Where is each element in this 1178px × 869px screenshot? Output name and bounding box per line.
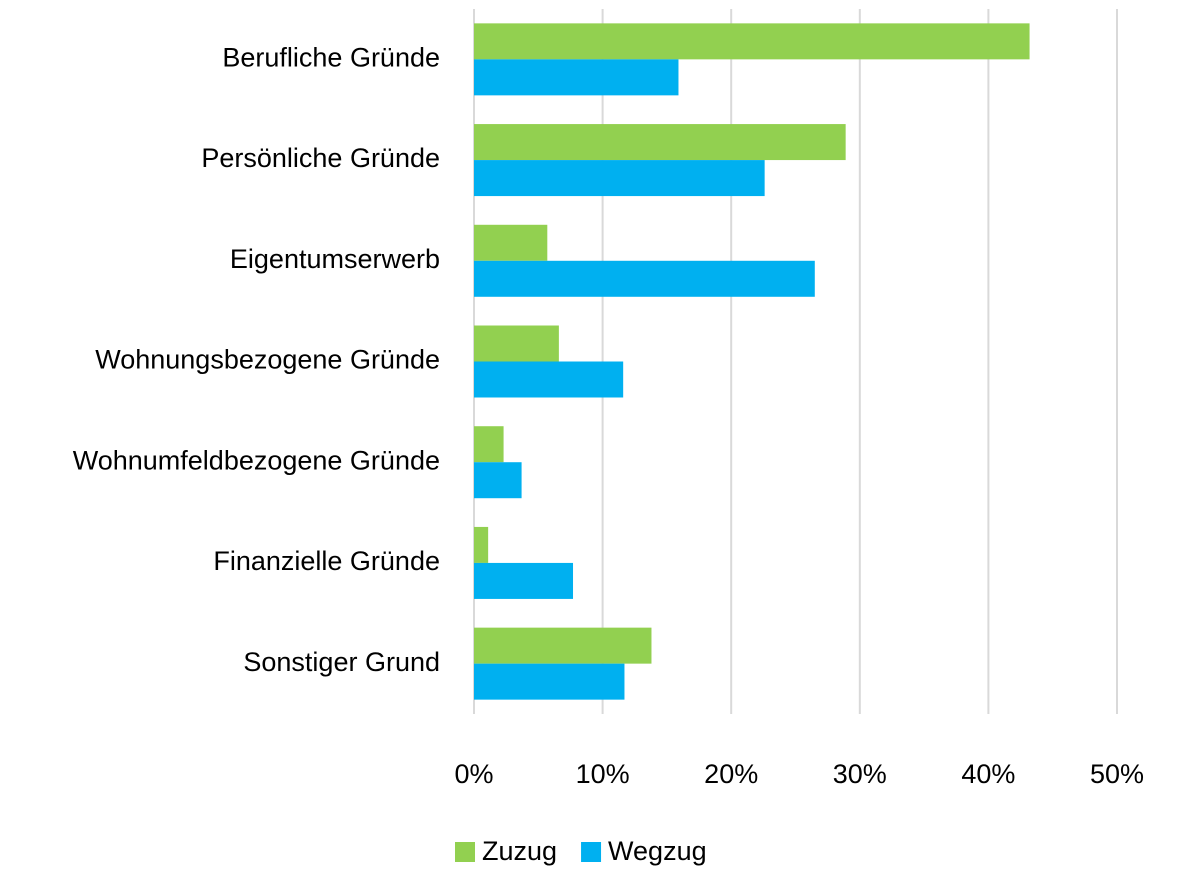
bar (474, 663, 625, 700)
y-tick-label: Sonstiger Grund (243, 647, 440, 677)
bar (474, 124, 846, 161)
bar (474, 23, 1030, 60)
bar (474, 462, 522, 499)
bar (474, 526, 489, 563)
bar (474, 325, 559, 362)
bar (474, 562, 574, 599)
legend-label: Zuzug (482, 836, 557, 866)
bar (474, 160, 765, 197)
x-tick-label: 40% (961, 759, 1015, 789)
bar (474, 260, 815, 297)
bar (474, 59, 679, 96)
x-tick-label: 10% (576, 759, 630, 789)
y-tick-label: Wohnungsbezogene Gründe (95, 345, 440, 375)
legend-label: Wegzug (608, 836, 707, 866)
x-tick-label: 50% (1090, 759, 1144, 789)
bar (474, 361, 624, 398)
bar (474, 224, 548, 261)
x-tick-label: 20% (704, 759, 758, 789)
y-tick-label: Eigentumserwerb (230, 244, 440, 274)
x-tick-label: 0% (454, 759, 493, 789)
y-tick-label: Persönliche Gründe (201, 143, 440, 173)
y-tick-label: Wohnumfeldbezogene Gründe (73, 445, 440, 475)
y-tick-label: Finanzielle Gründe (213, 546, 440, 576)
bar (474, 627, 652, 664)
x-tick-label: 30% (833, 759, 887, 789)
legend-swatch (455, 842, 475, 862)
bar (474, 426, 504, 463)
legend-swatch (581, 842, 602, 862)
y-tick-label: Berufliche Gründe (222, 42, 440, 72)
